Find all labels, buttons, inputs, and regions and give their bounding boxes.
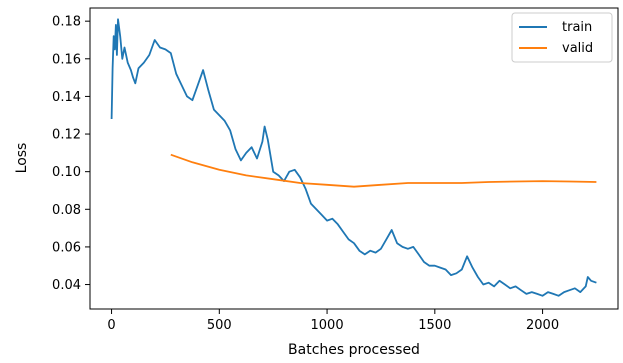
y-tick-label: 0.08 (52, 203, 81, 218)
x-tick-label: 1000 (311, 318, 344, 333)
legend-box (511, 12, 613, 63)
y-tick-label: 0.12 (52, 128, 81, 143)
legend-train-label: train (562, 20, 592, 35)
series-train-line (110, 18, 597, 297)
x-tick-label: 1500 (418, 318, 451, 333)
y-tick-label: 0.10 (52, 165, 81, 180)
y-tick-label: 0.18 (52, 15, 81, 30)
series-layer (110, 18, 597, 297)
x-tick-label: 2000 (526, 318, 559, 333)
y-tick-label: 0.06 (52, 240, 81, 255)
legend: train valid (511, 12, 613, 63)
x-tick-label: 0 (107, 318, 115, 333)
y-axis-label: Loss (14, 143, 30, 174)
y-tick-label: 0.14 (52, 90, 81, 105)
legend-valid-label: valid (562, 41, 593, 56)
x-tick-label: 500 (207, 318, 232, 333)
x-axis-label: Batches processed (288, 342, 420, 358)
series-valid-line (170, 153, 597, 188)
y-tick-label: 0.04 (52, 278, 81, 293)
y-tick-label: 0.16 (52, 52, 81, 67)
x-axis-ticks: 0 500 1000 1500 2000 (107, 309, 559, 333)
y-axis-ticks: 0.04 0.06 0.08 0.10 0.12 0.14 0.16 0.18 (52, 15, 90, 293)
